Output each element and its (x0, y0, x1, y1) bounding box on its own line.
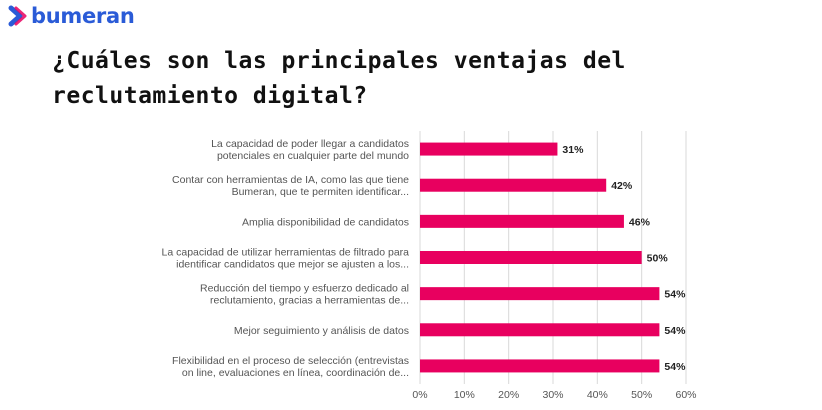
x-tick-label: 30% (542, 389, 563, 401)
category-label-line: on line, evaluaciones en línea, coordina… (182, 367, 409, 379)
category-label-line: reclutamiento, gracias a herramientas de… (210, 295, 409, 307)
category-label-line: Reducción del tiempo y esfuerzo dedicado… (200, 283, 409, 295)
x-tick-label: 50% (631, 389, 652, 401)
category-label-line: La capacidad de utilizar herramientas de… (162, 247, 410, 259)
bar (420, 142, 558, 156)
bar-chart: 0% 10% 20% 30% 40% 50% 60% 31% La capacidad de p… (162, 131, 697, 401)
category-label-line: Bumeran, que te permiten identificar... (232, 186, 409, 198)
data-label: 46% (629, 216, 651, 228)
category-label-line: identificar candidatos que mejor se ajus… (176, 259, 409, 271)
category-label-line: Contar con herramientas de IA, como las … (172, 174, 409, 186)
category-label-line: Flexibilidad en el proceso de selección … (172, 355, 409, 367)
category-label: Flexibilidad en el proceso de selección … (172, 355, 409, 379)
data-label: 54% (664, 325, 686, 337)
brand-logo: bumeran (8, 4, 135, 28)
bar (420, 214, 624, 228)
data-label: 31% (562, 144, 584, 156)
x-tick-label: 20% (498, 389, 519, 401)
x-tick-label: 10% (454, 389, 475, 401)
brand-name: bumeran (31, 4, 135, 28)
category-label-line: Mejor seguimiento y análisis de datos (234, 325, 409, 337)
bumeran-logo-icon (8, 5, 27, 27)
bar (420, 359, 660, 373)
category-label-line: potenciales en cualquier parte del mundo (217, 150, 409, 162)
category-label: Amplia disponibilidad de candidatos (242, 216, 409, 228)
data-label: 50% (647, 253, 669, 265)
x-tick-label: 60% (675, 389, 696, 401)
category-label-line: La capacidad de poder llegar a candidato… (211, 138, 409, 150)
bar (420, 178, 607, 192)
bar (420, 251, 642, 264)
data-label: 42% (611, 180, 633, 192)
page-title: ¿Cuáles son las principales ventajas del… (52, 48, 626, 109)
data-label: 54% (664, 289, 686, 301)
category-label: Mejor seguimiento y análisis de datos (234, 325, 409, 337)
bar (420, 287, 660, 301)
data-label: 54% (664, 361, 686, 373)
category-label: La capacidad de utilizar herramientas de… (162, 247, 410, 271)
x-tick-label: 0% (412, 389, 427, 401)
bar (420, 323, 660, 337)
x-tick-label: 40% (587, 389, 608, 401)
category-label-line: Amplia disponibilidad de candidatos (242, 216, 409, 228)
category-label: Contar con herramientas de IA, como las … (172, 174, 409, 198)
category-label: La capacidad de poder llegar a candidato… (211, 138, 409, 162)
category-label: Reducción del tiempo y esfuerzo dedicado… (200, 283, 409, 307)
